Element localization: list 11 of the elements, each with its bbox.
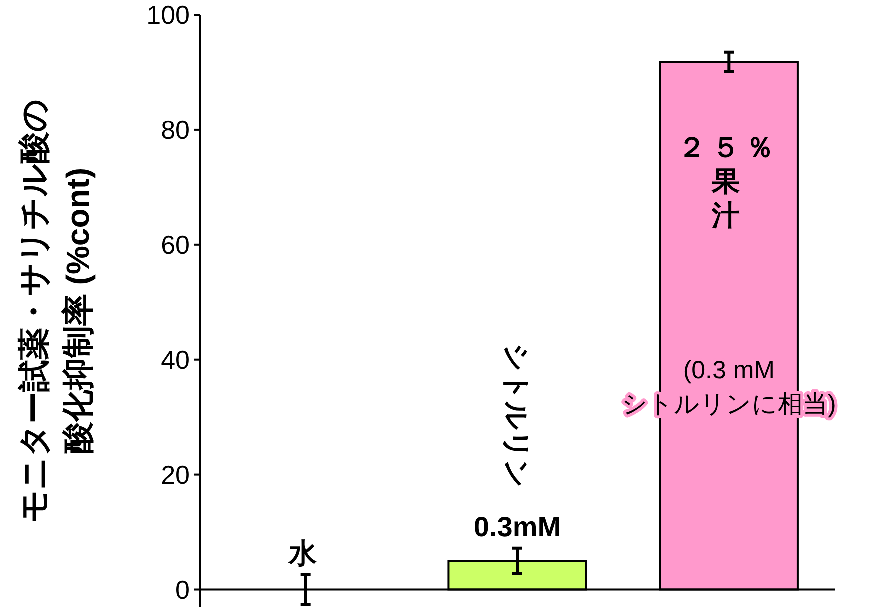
annotation: 0.3mM (474, 511, 562, 542)
y-tick-label: 100 (146, 0, 190, 30)
y-tick-label: 40 (161, 344, 190, 375)
y-axis-title: モニター試薬・サリチル酸の酸化抑制率 (%cont) (16, 99, 96, 523)
x-tick-label: 水 (288, 538, 323, 569)
x-tick-label: ２５％果汁 (678, 132, 780, 232)
y-tick-label: 80 (161, 114, 190, 145)
x-tick-label: シトルリン (502, 343, 532, 488)
y-tick-label: 20 (161, 460, 190, 490)
y-tick-label: 60 (161, 230, 190, 260)
y-tick-label: 0 (176, 574, 190, 605)
